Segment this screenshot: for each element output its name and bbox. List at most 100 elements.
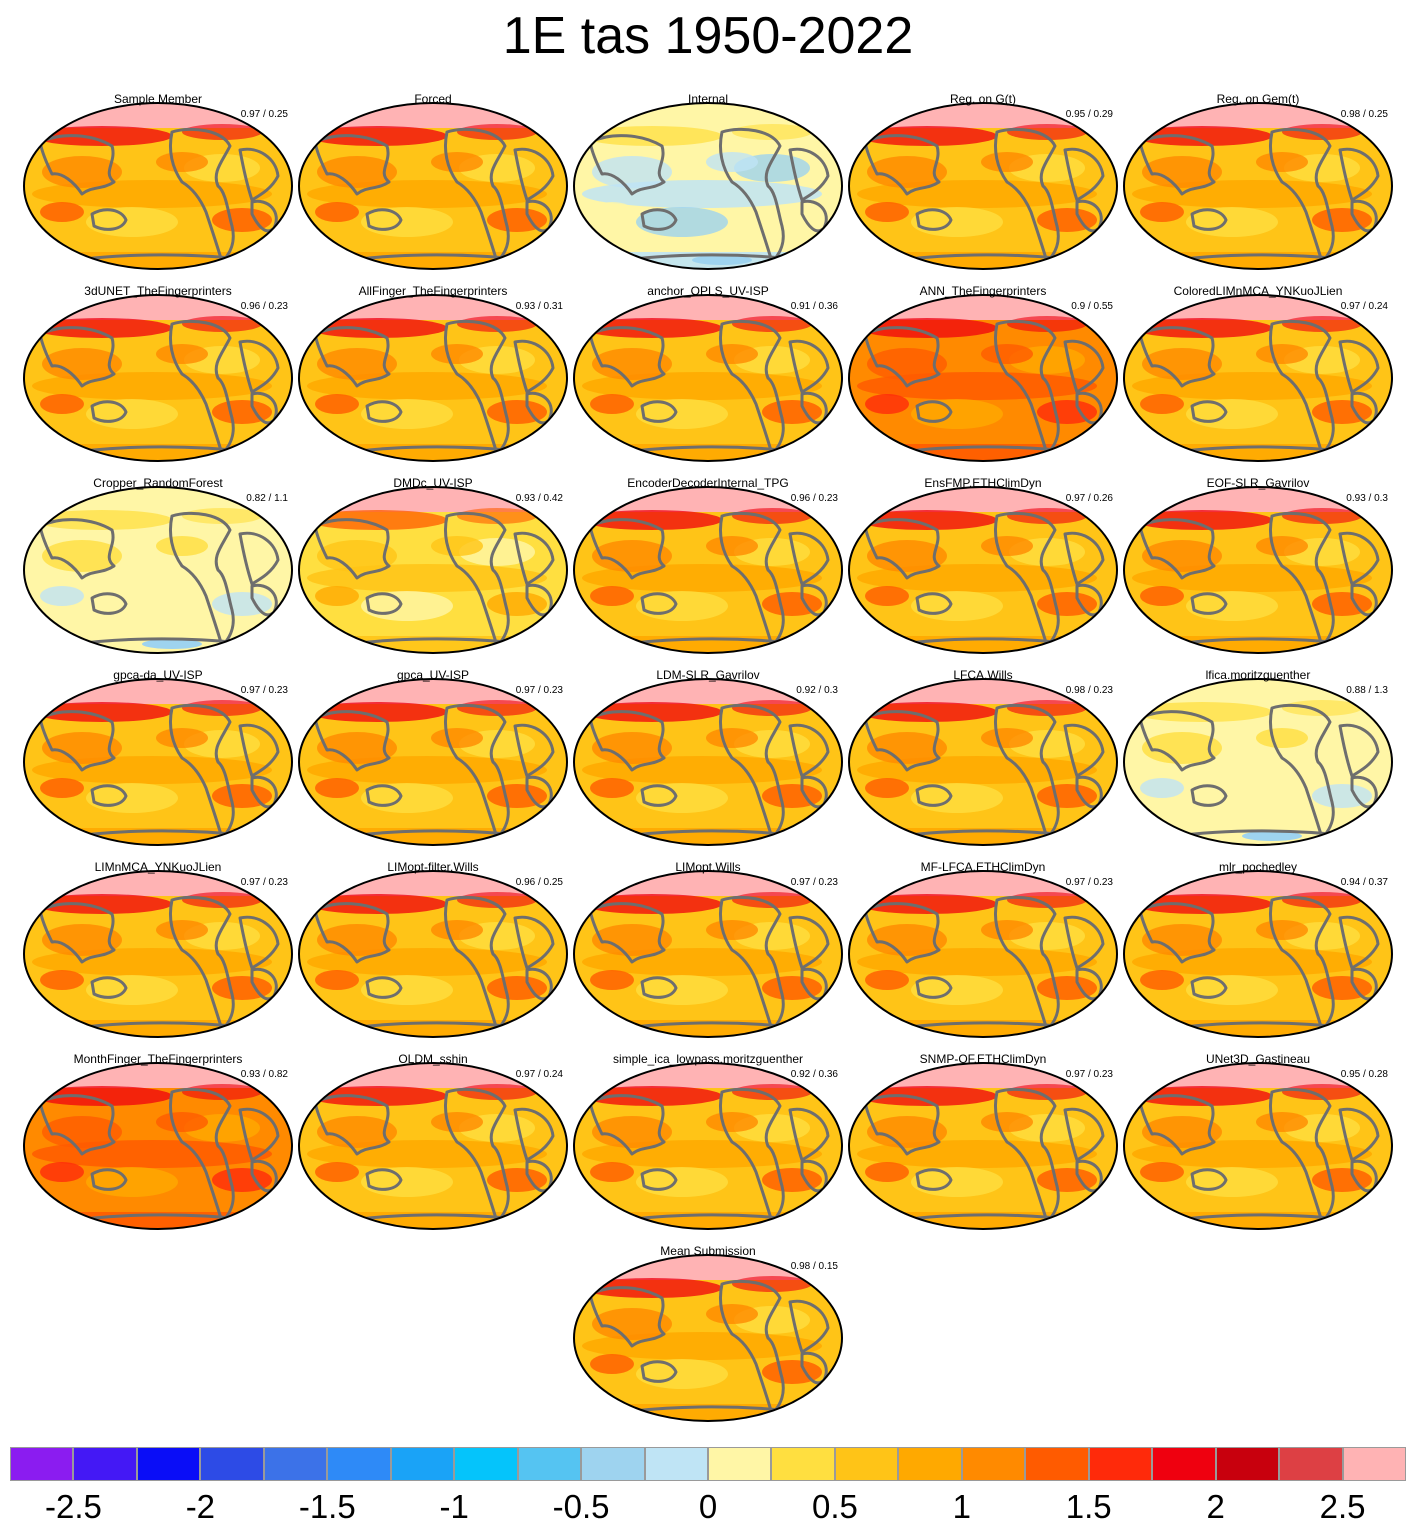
- colorbar-swatch: [1088, 1447, 1153, 1481]
- map-panel: EOF-SLR_Gavrilov 0.93 / 0.3: [1122, 476, 1394, 656]
- panel-score: 0.96 / 0.25: [515, 877, 563, 888]
- global-map: [298, 870, 568, 1038]
- map-panel: 3dUNET_TheFingerprinters 0.96 / 0.23: [22, 284, 294, 464]
- panel-title: OLDM_sshin: [398, 1052, 468, 1066]
- map-panel: Reg. on Gem(t) 0.98 / 0.25: [1122, 92, 1394, 272]
- panel-title: EOF-SLR_Gavrilov: [1206, 476, 1310, 490]
- colorbar-tick-label: 0: [698, 1488, 718, 1525]
- panel-score: 0.96 / 0.23: [240, 301, 288, 312]
- panel-title: anchor_OPLS_UV-ISP: [647, 284, 769, 298]
- panel-title: UNet3D_Gastineau: [1205, 1052, 1311, 1066]
- map-panel: UNet3D_Gastineau 0.95 / 0.28: [1122, 1052, 1394, 1232]
- global-map: [1123, 294, 1393, 462]
- map-panel: simple_ica_lowpass.moritzguenther 0.92 / …: [572, 1052, 844, 1232]
- map-panel: anchor_OPLS_UV-ISP 0.91 / 0.36: [572, 284, 844, 464]
- map-panel: EncoderDecoderInternal_TPG 0.96 / 0.23: [572, 476, 844, 656]
- colorbar-swatch: [708, 1447, 772, 1481]
- global-map: [298, 486, 568, 654]
- colorbar-swatch: [390, 1447, 455, 1481]
- panel-score: 0.97 / 0.24: [515, 1069, 563, 1080]
- map-panel: DMDc_UV-ISP 0.93 / 0.42: [297, 476, 569, 656]
- panel-title: mlr_pochedley: [1218, 860, 1298, 874]
- panel-score: 0.97 / 0.23: [240, 877, 288, 888]
- colorbar-tick-label: 2.5: [1319, 1488, 1366, 1525]
- map-panel: ANN_TheFingerprinters 0.9 / 0.55: [847, 284, 1119, 464]
- panel-title: MonthFinger_TheFingerprinters: [73, 1052, 243, 1066]
- panel-score: 0.93 / 0.82: [240, 1069, 288, 1080]
- panel-title: simple_ica_lowpass.moritzguenther: [612, 1052, 804, 1066]
- global-map: [573, 294, 843, 462]
- panel-title: LDM-SLR_Gavrilov: [656, 668, 760, 682]
- panel-title: Mean Submission: [660, 1244, 756, 1258]
- panel-title: gpca-da_UV-ISP: [113, 668, 203, 682]
- panel-score: 0.98 / 0.25: [1340, 109, 1388, 120]
- map-panel: Cropper_RandomForest 0.82 / 1.1: [22, 476, 294, 656]
- global-map: [23, 1062, 293, 1230]
- panel-title: LIMopt.Wills: [675, 860, 741, 874]
- panel-score: 0.97 / 0.23: [515, 685, 563, 696]
- map-panel: LIMnMCA_YNKuoJLien 0.97 / 0.23: [22, 860, 294, 1040]
- panel-title: lfica.moritzguenther: [1205, 668, 1311, 682]
- panel-score: 0.98 / 0.15: [790, 1261, 838, 1272]
- global-map: [298, 102, 568, 270]
- global-map: [573, 1254, 843, 1422]
- panel-title: LIMopt-filter.Wills: [387, 860, 479, 874]
- map-panel: OLDM_sshin 0.97 / 0.24: [297, 1052, 569, 1232]
- figure-title: 1E tas 1950-2022: [502, 7, 914, 65]
- colorbar-swatch: [961, 1447, 1026, 1481]
- map-panel: Forced: [297, 92, 569, 272]
- global-map: [848, 294, 1118, 462]
- panel-score: 0.93 / 0.3: [1346, 493, 1388, 504]
- colorbar-swatch: [263, 1447, 328, 1481]
- global-map: [848, 678, 1118, 846]
- global-map: [573, 870, 843, 1038]
- global-map: [298, 1062, 568, 1230]
- global-map: [573, 102, 843, 270]
- global-map: [23, 870, 293, 1038]
- panel-score: 0.93 / 0.31: [515, 301, 563, 312]
- colorbar-swatch: [771, 1447, 835, 1481]
- global-map: [298, 294, 568, 462]
- panel-score: 0.95 / 0.29: [1065, 109, 1113, 120]
- colorbar-tick-label: -2: [185, 1488, 216, 1525]
- colorbar-tick-label: 1: [952, 1488, 971, 1525]
- colorbar-swatch: [1342, 1447, 1406, 1481]
- panel-score: 0.97 / 0.25: [240, 109, 288, 120]
- panel-title: EnsFMP.ETHClimDyn: [924, 476, 1042, 490]
- colorbar-swatch: [898, 1447, 962, 1481]
- colorbar: [10, 1447, 1406, 1483]
- colorbar-swatch: [136, 1447, 201, 1481]
- map-panel: gpca_UV-ISP 0.97 / 0.23: [297, 668, 569, 848]
- global-map: [848, 870, 1118, 1038]
- global-map: [1123, 102, 1393, 270]
- global-map: [573, 1062, 843, 1230]
- colorbar-swatch: [1152, 1447, 1216, 1481]
- global-map: [573, 678, 843, 846]
- panel-score: 0.92 / 0.36: [790, 1069, 838, 1080]
- map-panel: Reg. on G(t) 0.95 / 0.29: [847, 92, 1119, 272]
- panel-title: ANN_TheFingerprinters: [919, 284, 1047, 298]
- panel-title: Cropper_RandomForest: [93, 476, 223, 490]
- colorbar-swatch: [1279, 1447, 1343, 1481]
- panel-title: Forced: [414, 92, 452, 106]
- colorbar-swatch: [10, 1447, 74, 1481]
- colorbar-swatch: [327, 1447, 391, 1481]
- map-panel: ColoredLIMnMCA_YNKuoJLien 0.97 / 0.24: [1122, 284, 1394, 464]
- colorbar-tick-label: -1: [439, 1488, 469, 1525]
- panel-score: 0.97 / 0.23: [1065, 877, 1113, 888]
- panel-title: LFCA.Wills: [953, 668, 1013, 682]
- colorbar-tick-label: -0.5: [552, 1488, 610, 1525]
- map-panel: LDM-SLR_Gavrilov 0.92 / 0.3: [572, 668, 844, 848]
- panel-title: Sample Member: [113, 92, 203, 106]
- panel-score: 0.82 / 1.1: [246, 493, 288, 504]
- global-map: [23, 102, 293, 270]
- global-map: [848, 102, 1118, 270]
- map-panel: LFCA.Wills 0.98 / 0.23: [847, 668, 1119, 848]
- colorbar-tick-label: 0.5: [811, 1488, 858, 1525]
- colorbar-tick-label: -2.5: [45, 1488, 102, 1525]
- map-panel: gpca-da_UV-ISP 0.97 / 0.23: [22, 668, 294, 848]
- global-map: [1123, 486, 1393, 654]
- global-map: [23, 294, 293, 462]
- panel-score: 0.98 / 0.23: [1065, 685, 1113, 696]
- panel-title: SNMP-OF.ETHClimDyn: [919, 1052, 1047, 1066]
